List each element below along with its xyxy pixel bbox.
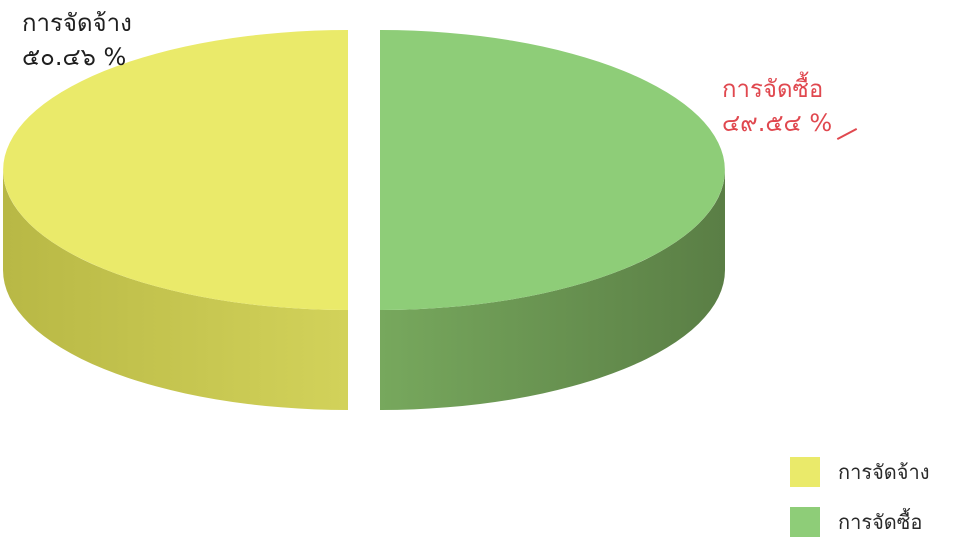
slice-label-purchase-name: การจัดซื้อ xyxy=(722,75,824,103)
slice-label-hire-name: การจัดจ้าง xyxy=(22,9,132,37)
legend-swatch-hire xyxy=(790,457,820,487)
legend-swatch-purchase xyxy=(790,507,820,537)
pie-slice-purchase xyxy=(380,30,725,410)
slice-label-purchase-value: ๔๙.๕๔ % xyxy=(722,109,833,137)
slice-label-purchase: การจัดซื้อ ๔๙.๕๔ % xyxy=(722,72,832,140)
slice-label-hire: การจัดจ้าง ๕๐.๔๖ % xyxy=(22,6,132,74)
legend: การจัดจ้าง การจัดซื้อ xyxy=(790,455,958,555)
pie-slice-purchase-top xyxy=(380,30,725,310)
legend-item-hire: การจัดจ้าง xyxy=(790,455,958,489)
slice-label-hire-value: ๕๐.๔๖ % xyxy=(22,43,127,71)
pie-slice-purchase-side xyxy=(380,170,725,410)
pie-slice-hire-top xyxy=(3,30,348,310)
legend-label-hire: การจัดจ้าง xyxy=(838,460,930,484)
pie-slice-hire xyxy=(3,30,348,410)
legend-label-purchase: การจัดซื้อ xyxy=(838,510,923,534)
legend-item-purchase: การจัดซื้อ xyxy=(790,505,958,539)
pie-slice-hire-side xyxy=(3,170,348,410)
